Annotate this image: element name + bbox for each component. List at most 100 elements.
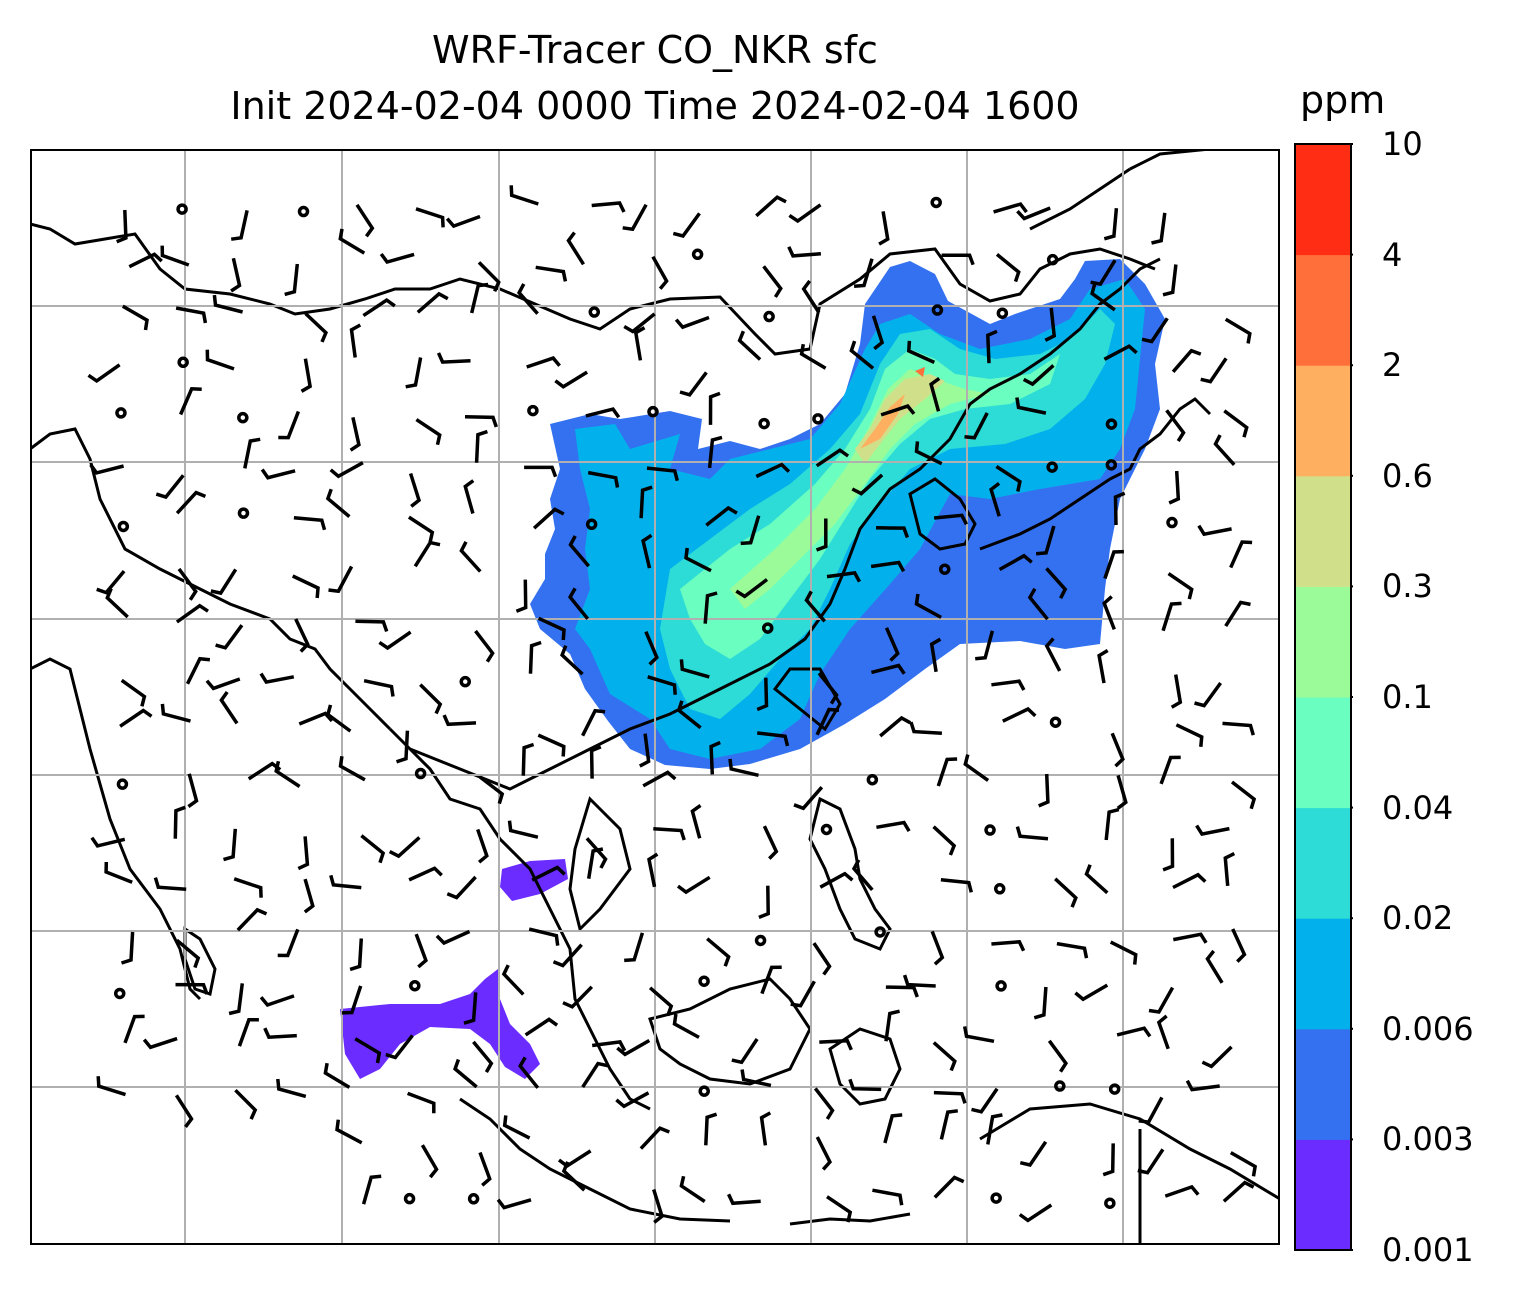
wind-barb — [642, 770, 677, 788]
wind-barb — [762, 265, 783, 298]
wind-barb — [537, 616, 566, 641]
wind-barb — [325, 704, 352, 733]
wind-barb — [1230, 780, 1257, 810]
calm-wind-marker — [761, 622, 774, 634]
wind-barb — [589, 745, 602, 779]
wind-barb — [1141, 317, 1169, 344]
map-panel[interactable] — [29, 147, 1281, 1245]
wind-barb — [1047, 1039, 1069, 1073]
wind-barb — [360, 834, 386, 864]
wind-barb — [1090, 259, 1117, 287]
wind-barb — [1103, 344, 1138, 361]
wind-barb — [175, 490, 207, 515]
wind-barb — [815, 707, 840, 736]
wind-barb — [407, 515, 435, 543]
wind-barb — [875, 526, 910, 539]
wind-barb — [731, 1038, 759, 1065]
wind-barb — [585, 407, 621, 419]
wind-barb — [1165, 409, 1186, 443]
wind-barb — [1116, 1026, 1152, 1038]
wind-barb — [991, 939, 1026, 952]
wind-barb — [793, 786, 824, 811]
wind-barb — [96, 569, 126, 595]
wind-barb — [362, 297, 396, 318]
wind-barb — [884, 627, 900, 662]
wind-barb — [676, 875, 711, 895]
wind-barb — [528, 927, 560, 946]
wind-barb — [355, 619, 389, 632]
wind-barb — [757, 731, 790, 747]
wind-barb — [323, 1062, 351, 1089]
wind-barb — [812, 942, 832, 976]
calm-wind-marker — [930, 196, 942, 209]
wind-barb — [1170, 674, 1183, 709]
wind-barb — [219, 690, 239, 725]
wind-barb — [210, 568, 238, 596]
calm-wind-marker — [984, 824, 996, 836]
wind-barb — [1162, 838, 1175, 872]
calm-wind-marker — [588, 306, 601, 318]
wind-barb — [177, 567, 198, 601]
calm-wind-marker — [585, 518, 598, 531]
calm-wind-marker — [993, 883, 1006, 895]
wind-barb — [119, 708, 153, 728]
wind-barb — [703, 591, 718, 624]
wind-barb — [651, 255, 669, 290]
wind-barb — [416, 291, 449, 314]
wind-barb — [274, 760, 301, 788]
wind-barb — [909, 721, 943, 736]
wind-barb — [728, 758, 759, 778]
wind-barb — [760, 965, 782, 995]
wind-barb — [175, 938, 201, 969]
wind-barb — [1222, 721, 1255, 736]
wind-barb — [175, 603, 209, 624]
wind-barb — [1035, 525, 1056, 556]
wind-barb — [735, 578, 769, 599]
wind-barb — [1015, 826, 1049, 841]
wind-barb — [653, 827, 686, 841]
colorbar-svg — [1294, 143, 1353, 1251]
wind-barb — [936, 757, 958, 787]
wind-barb — [819, 1038, 853, 1051]
wind-barb — [1162, 264, 1178, 297]
wind-barb — [706, 937, 731, 967]
wind-barb — [985, 329, 998, 364]
wind-barb — [338, 755, 366, 782]
calm-wind-marker — [698, 975, 710, 987]
wind-barb — [989, 482, 1001, 517]
wind-barb — [1016, 206, 1051, 221]
wind-barb — [435, 929, 471, 946]
wind-barb — [647, 675, 677, 695]
wind-barb — [304, 312, 328, 343]
wind-barb — [933, 513, 968, 526]
wind-barb — [871, 315, 885, 351]
wind-barb — [679, 659, 710, 679]
wind-barb — [338, 228, 366, 255]
wind-barb — [408, 866, 443, 882]
wind-barb — [415, 418, 442, 446]
wind-barb — [1022, 364, 1055, 387]
wind-barb — [524, 1017, 559, 1037]
wind-barb — [756, 677, 769, 712]
wind-barb — [707, 435, 723, 469]
wind-barb — [507, 820, 539, 839]
wind-barb — [641, 533, 653, 569]
wind-barb — [478, 775, 505, 805]
wind-barb — [684, 547, 712, 573]
wind-barb — [616, 1038, 651, 1057]
calm-wind-marker — [176, 203, 188, 215]
wind-barb — [300, 358, 313, 393]
wind-barb — [885, 985, 919, 998]
wind-barb — [567, 587, 590, 620]
wind-barb — [853, 258, 874, 289]
wind-barb — [939, 1109, 959, 1140]
wind-barb — [561, 1161, 586, 1192]
wind-barb — [690, 803, 702, 839]
wind-barb — [709, 740, 721, 775]
wind-barb — [644, 631, 659, 666]
wind-barb — [848, 1078, 882, 1092]
wind-barb — [284, 263, 300, 297]
wind-barb — [1103, 549, 1124, 580]
calm-wind-marker — [177, 356, 189, 369]
wind-barb — [378, 630, 412, 651]
